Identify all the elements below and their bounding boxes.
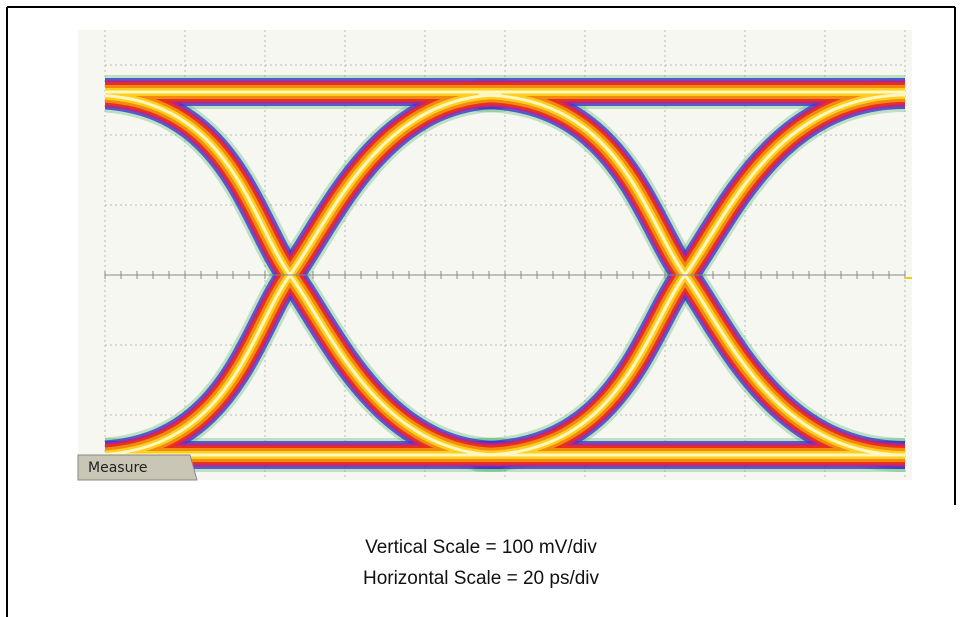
page: {"scope": {"tab_label": "Measure"}, "cap… (0, 0, 962, 617)
vertical-scale: Vertical Scale = 100 mV/div (365, 537, 597, 558)
figure: Measure Vertical Scale = 100 mV/div Hori… (0, 0, 962, 617)
horizontal-scale: Horizontal Scale = 20 ps/div (363, 568, 600, 589)
measure-tab-label[interactable]: Measure (88, 460, 148, 476)
